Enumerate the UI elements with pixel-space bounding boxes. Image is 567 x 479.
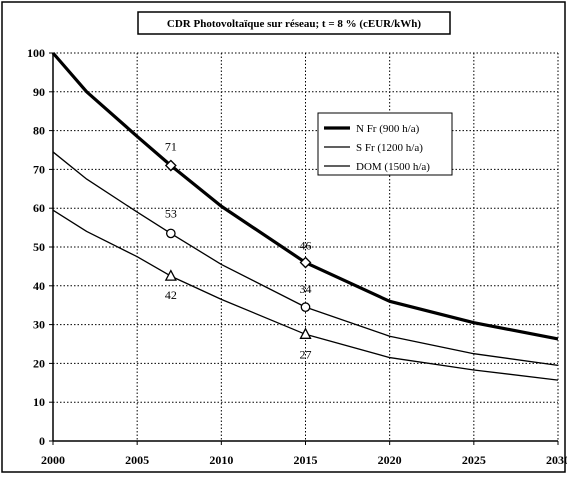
y-tick-label: 80 xyxy=(33,124,45,138)
chart-title: CDR Photovoltaïque sur réseau; t = 8 % (… xyxy=(167,18,422,30)
series-markers xyxy=(164,159,312,339)
y-tick-label: 0 xyxy=(39,434,45,448)
data-label: 34 xyxy=(300,282,312,296)
data-label: 42 xyxy=(165,288,177,302)
x-tick-label: 2005 xyxy=(125,453,149,467)
y-tick-label: 40 xyxy=(33,279,45,293)
series-2-marker xyxy=(300,302,311,312)
legend-frame xyxy=(317,112,453,176)
series-3-marker xyxy=(299,327,312,339)
gridlines xyxy=(53,52,559,441)
series-line-1 xyxy=(51,51,559,341)
axes: 2000 2005 2010 2015 2020 2025 2030010203040506… xyxy=(27,46,567,467)
series-1-marker xyxy=(164,159,177,172)
data-labels: 71 46 53 34 42 27 xyxy=(165,140,312,362)
title-frame xyxy=(137,11,451,35)
data-label: 71 xyxy=(165,140,177,154)
data-label: 53 xyxy=(165,206,177,220)
data-label: 27 xyxy=(300,347,312,361)
legend-label-3: DOM (1500 h/a) xyxy=(356,161,430,173)
y-tick-label: 30 xyxy=(33,318,45,332)
series-lines xyxy=(51,51,559,381)
y-tick-label: 20 xyxy=(33,356,45,370)
data-label: 46 xyxy=(300,239,312,253)
y-tick-label: 100 xyxy=(27,46,45,60)
y-tick-label: 50 xyxy=(33,240,45,254)
y-tick-label: 60 xyxy=(33,201,45,215)
chart-title-box: CDR Photovoltaïque sur réseau; t = 8 % (… xyxy=(137,11,451,35)
legend: N Fr (900 h/a) S Fr (1200 h/a) DOM (1500 h… xyxy=(317,112,453,176)
x-tick-label: 2025 xyxy=(462,453,486,467)
y-tick-label: 70 xyxy=(33,162,45,176)
x-tick-label: 2030 xyxy=(546,453,567,467)
x-tick-label: 2010 xyxy=(209,453,233,467)
series-line-2 xyxy=(52,151,559,366)
legend-label-1: N Fr (900 h/a) xyxy=(356,123,420,135)
series-1-marker xyxy=(299,256,312,269)
x-tick-label: 2000 xyxy=(41,453,65,467)
x-tick-label: 2015 xyxy=(294,453,318,467)
series-3-marker xyxy=(164,269,177,281)
series-line-3 xyxy=(52,209,559,381)
y-tick-label: 10 xyxy=(33,395,45,409)
series-2-marker xyxy=(165,228,176,239)
legend-label-2: S Fr (1200 h/a) xyxy=(356,142,423,154)
y-tick-label: 90 xyxy=(33,85,45,99)
x-tick-label: 2020 xyxy=(378,453,402,467)
